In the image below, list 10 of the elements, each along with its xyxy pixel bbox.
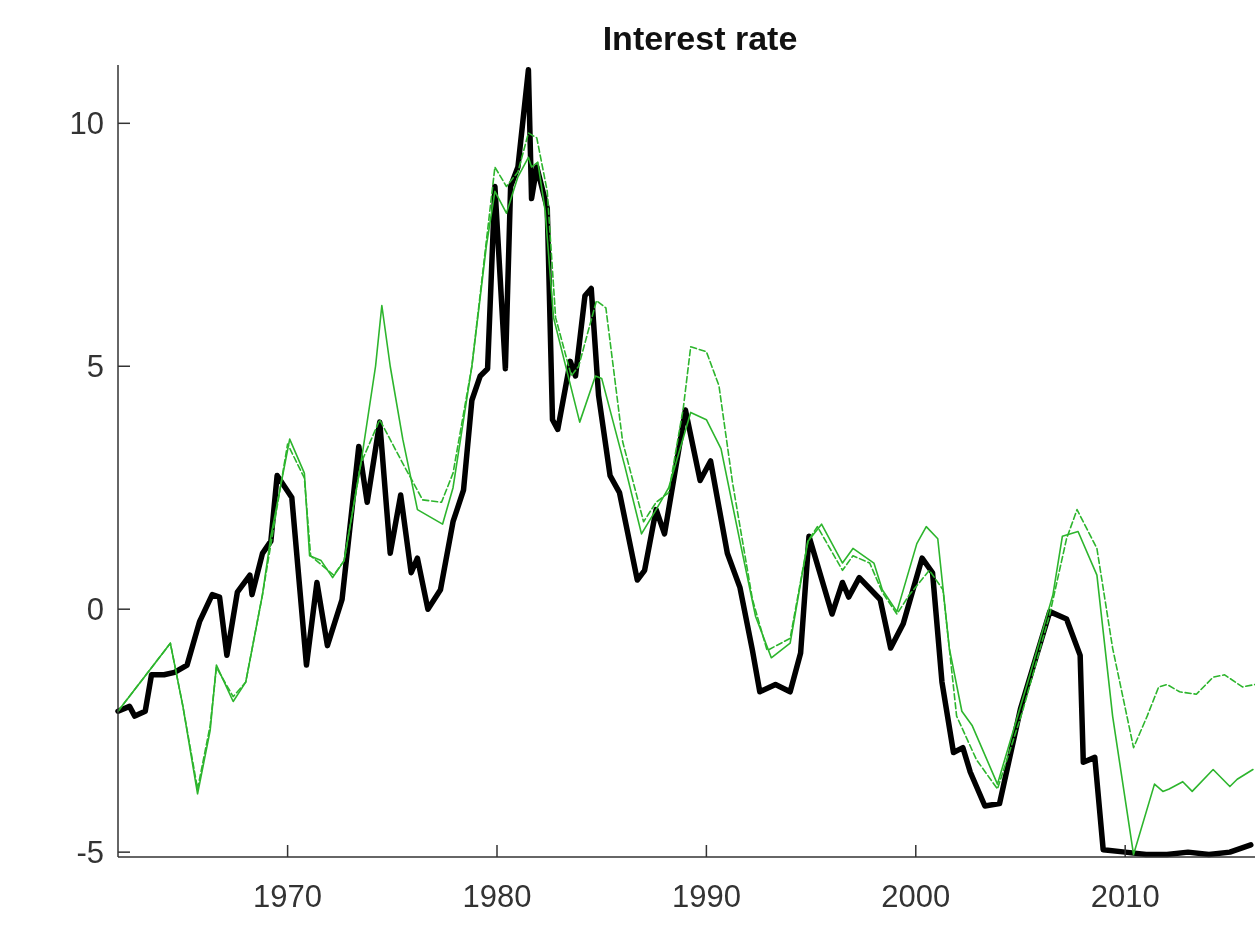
x-tick-label: 1970 [253, 879, 323, 914]
x-tick-label: 2000 [881, 879, 951, 914]
chart-title: Interest rate [602, 19, 798, 57]
y-tick-label: 5 [86, 349, 104, 385]
x-tick-label: 1990 [671, 879, 741, 914]
x-tick-label: 2010 [1090, 879, 1160, 914]
x-tick-label: 1980 [462, 879, 532, 914]
y-tick-label: 0 [86, 592, 104, 628]
y-tick-label: -5 [76, 834, 104, 870]
y-tick-label: 10 [69, 106, 104, 142]
